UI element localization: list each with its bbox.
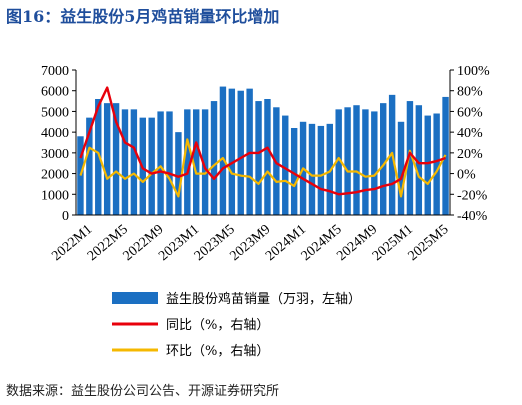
bar	[317, 125, 325, 215]
bar	[344, 107, 351, 215]
bar	[103, 103, 111, 215]
bar	[148, 117, 155, 215]
bar	[210, 101, 218, 215]
y-right-tick-label: 20%	[457, 147, 483, 162]
bar	[380, 103, 387, 215]
legend-swatch-bar	[112, 292, 158, 304]
bar	[130, 109, 138, 215]
bar	[353, 105, 360, 215]
y-right-tick-label: 100%	[457, 64, 490, 79]
bar	[121, 109, 129, 215]
y-right-tick-label: 80%	[457, 85, 483, 100]
bar	[290, 128, 298, 215]
legend-label-mom: 环比（%，右轴）	[166, 344, 269, 359]
y-left-tick-label: 4000	[41, 126, 69, 141]
bar	[157, 111, 164, 215]
series-line-yoy	[79, 86, 446, 196]
source-note: 数据来源：益生股份公司公告、开源证券研究所	[6, 384, 280, 399]
bar	[415, 105, 423, 215]
bar	[193, 109, 200, 215]
chart-canvas: 0 1000 2000 3000 4000 5000 6000 7000 -40% -20% 0% 2…	[41, 64, 490, 359]
y-right-tick-label: 0%	[457, 168, 476, 183]
x-tick-label: 2025M5	[406, 222, 452, 264]
y-left-tick-label: 2000	[41, 168, 69, 183]
bar	[255, 101, 262, 215]
y-right-tick-label: 40%	[457, 126, 483, 141]
bar	[237, 90, 244, 215]
chart-title: 图16：益生股份5月鸡苗销量环比增加	[6, 7, 280, 26]
legend-label-bar: 益生股份鸡苗销量（万羽，左轴）	[166, 291, 361, 307]
bar	[86, 117, 93, 215]
y-right-tick-label: -40%	[457, 209, 488, 224]
bar	[112, 103, 120, 215]
bar	[406, 101, 414, 215]
bar	[326, 123, 333, 215]
y-right-tick-label: -20%	[457, 188, 488, 203]
bar	[397, 121, 405, 215]
bar	[362, 109, 369, 215]
bar	[335, 109, 342, 215]
bar	[175, 132, 182, 215]
bar	[424, 115, 431, 215]
y-left-tick-label: 7000	[41, 64, 69, 79]
y-left-tick-label: 6000	[41, 85, 69, 100]
legend-label-yoy: 同比（%，右轴）	[166, 318, 269, 333]
y-right-tick-label: 60%	[457, 105, 483, 120]
bar	[371, 111, 378, 215]
bar	[184, 109, 191, 215]
bar	[264, 99, 271, 215]
bar	[77, 136, 84, 215]
y-left-tick-label: 5000	[41, 105, 69, 120]
bar	[433, 113, 440, 215]
bar	[308, 123, 316, 215]
bar	[219, 86, 227, 215]
y-left-tick-label: 3000	[41, 147, 69, 162]
y-left-tick-label: 0	[62, 209, 69, 224]
bar	[166, 111, 173, 215]
series-line-mom	[79, 138, 447, 198]
bar	[282, 115, 289, 215]
bar	[95, 99, 102, 215]
y-left-tick-label: 1000	[41, 188, 69, 203]
bar	[201, 109, 209, 215]
bar	[228, 88, 236, 215]
